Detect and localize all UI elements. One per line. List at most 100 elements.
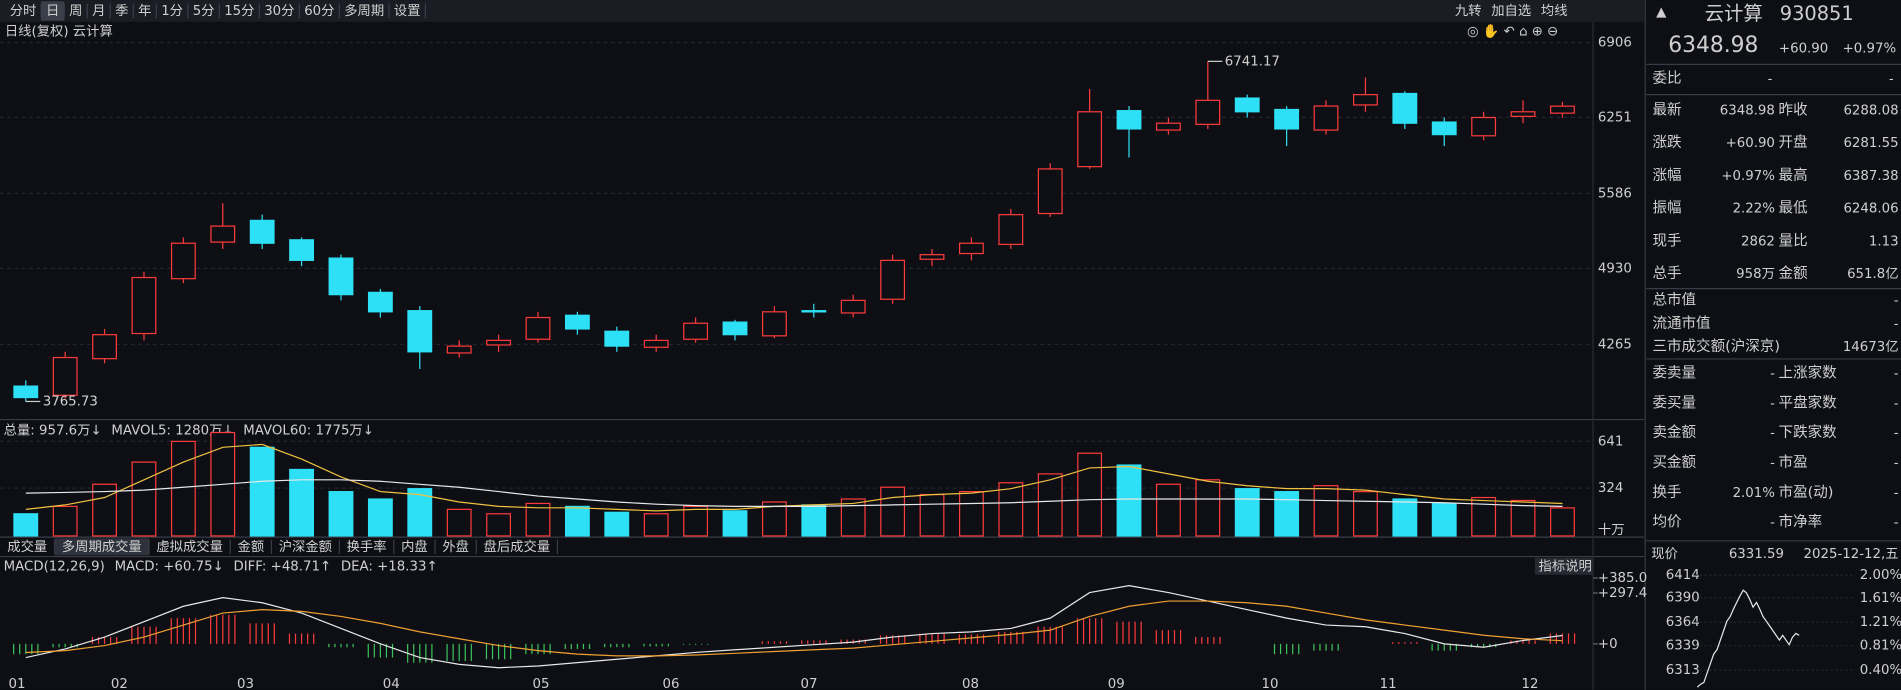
candle-body [1116, 110, 1142, 130]
candle-body [643, 339, 669, 348]
volume-bar [249, 446, 275, 537]
y-tick-label: +385.0 [1598, 571, 1647, 586]
panel-value: 958万 [1736, 267, 1775, 282]
subtitle: 日线(复权) 云计算 [5, 23, 113, 40]
toolbar-right-item[interactable]: 均线 [1541, 3, 1568, 19]
toolbar [0, 0, 1644, 22]
price-line [1696, 589, 1800, 688]
volume-bar [1037, 473, 1063, 537]
candle-body [801, 310, 827, 313]
panel-name: 云计算 [1705, 2, 1763, 25]
candle-body [13, 385, 39, 399]
toolbar-item[interactable]: 设置 [394, 3, 421, 19]
volume-bar [683, 505, 709, 537]
x-tick-label: 04 [383, 677, 400, 690]
y-tick-label: 6339 [1666, 639, 1700, 654]
panel-value: +0.97% [1721, 169, 1775, 184]
tab[interactable]: 外盘 [442, 538, 469, 555]
volume-bar [407, 488, 433, 537]
candle-body [840, 299, 866, 314]
toolbar-item[interactable]: 60分 [304, 3, 334, 19]
toolbar-item[interactable]: 30分 [264, 3, 294, 19]
volume-bar [131, 461, 157, 537]
candle-body [1037, 168, 1063, 215]
candle-body [407, 310, 433, 353]
y-unit: 十万 [1598, 522, 1625, 538]
toolbar-item[interactable]: 月 [92, 4, 105, 19]
candle-body [564, 314, 590, 330]
quote-date: 2025-12-12,五 [1804, 547, 1899, 562]
panel-label: 平盘家数 [1779, 393, 1838, 411]
candle-body [446, 345, 472, 354]
volume-bar [92, 483, 117, 537]
y-tick-label: 4265 [1598, 337, 1632, 352]
volume-bar [170, 440, 196, 537]
button[interactable]: 指标说明 [1539, 558, 1592, 574]
panel-value: - [1770, 456, 1775, 471]
volume-bar [13, 513, 39, 537]
volume-bar [919, 493, 945, 537]
tab[interactable]: 内盘 [401, 538, 428, 555]
candle-body [1195, 99, 1221, 125]
annotation-label: 6741.17 [1225, 54, 1280, 69]
toolbar-right-item[interactable]: 加自选 [1491, 3, 1531, 19]
panel-value: 14673亿 [1843, 339, 1899, 355]
panel-value: 2.22% [1733, 202, 1775, 217]
candle-body [1234, 97, 1260, 113]
tab[interactable]: 成交量 [7, 538, 47, 555]
tab[interactable]: 虚拟成交量 [156, 538, 223, 555]
toolbar-item[interactable]: 日 [46, 4, 59, 19]
candle-body [92, 334, 117, 360]
y2-tick-label: 1.61% [1860, 591, 1901, 606]
y-tick-label: 6414 [1666, 568, 1700, 583]
volume-bar [1431, 502, 1457, 537]
panel-value: - [1768, 72, 1773, 87]
volume-bar [722, 510, 748, 537]
panel-label: 买金额 [1652, 454, 1696, 471]
panel-value: - [1894, 366, 1899, 381]
annotation-label: 3765.73 [43, 394, 98, 409]
panel-label: 量比 [1779, 232, 1808, 249]
candle-body [1155, 122, 1181, 131]
toolbar-item[interactable]: 1分 [161, 3, 183, 19]
candle-body [1510, 111, 1536, 117]
toolbar-item[interactable]: 周 [69, 4, 82, 19]
y2-tick-label: 0.40% [1860, 663, 1901, 678]
toolbar-item[interactable]: 5分 [193, 3, 215, 19]
panel-label: 上涨家数 [1779, 364, 1838, 381]
volume-bar [761, 501, 787, 537]
tab[interactable]: 金额 [238, 539, 265, 555]
volume-bar [1471, 496, 1497, 537]
toolbar-item[interactable]: 分时 [10, 3, 37, 19]
tab[interactable]: 多周期成交量 [62, 538, 142, 555]
toolbar-item[interactable]: 季 [115, 3, 128, 19]
y-tick-label: 641 [1598, 434, 1623, 449]
toolbar-right-item[interactable]: 九转 [1455, 3, 1482, 19]
panel-label: 最低 [1779, 200, 1809, 217]
x-tick-label: 06 [663, 677, 680, 690]
x-tick-label: 10 [1261, 677, 1278, 690]
tab[interactable]: 换手率 [347, 538, 387, 555]
panel-value: +60.90 [1726, 136, 1775, 151]
volume-bar [880, 486, 906, 537]
toolbar-item[interactable]: 多周期 [344, 2, 384, 19]
panel-value: - [1770, 366, 1775, 381]
y2-tick-label: 2.00% [1860, 568, 1901, 583]
volume-bar [1392, 498, 1418, 537]
x-tick-label: 03 [237, 677, 254, 690]
toolbar-item[interactable]: 年 [138, 3, 151, 19]
panel-label: 总手 [1652, 265, 1681, 282]
tool-icons[interactable]: ◎ ✋ ↶ ⌂ ⊕ ⊖ [1467, 23, 1558, 40]
volume-bar [1274, 491, 1300, 537]
tab[interactable]: 盘后成交量 [484, 538, 551, 555]
x-tick-label: 08 [962, 677, 979, 690]
y-tick-label: +297.4 [1598, 586, 1647, 601]
panel-value: - [1894, 317, 1899, 332]
y-tick-label: 4930 [1598, 261, 1632, 276]
volume-bar [1195, 479, 1221, 537]
toolbar-item[interactable]: 15分 [224, 3, 254, 19]
tab[interactable]: 沪深金额 [279, 539, 332, 555]
candle-body [52, 356, 78, 396]
